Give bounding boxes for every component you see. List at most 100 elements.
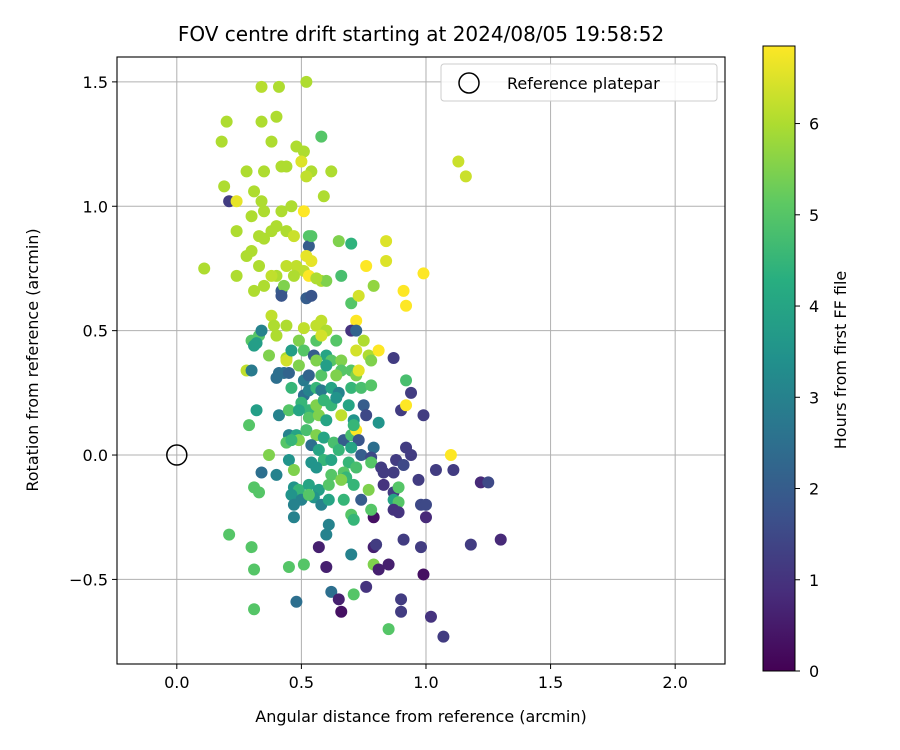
data-point	[315, 314, 328, 327]
data-point	[258, 279, 271, 292]
data-point	[387, 466, 400, 479]
data-point	[330, 369, 343, 382]
data-point	[345, 441, 358, 454]
data-point	[417, 267, 430, 280]
data-point	[297, 205, 310, 218]
data-point	[285, 381, 298, 394]
data-point	[350, 344, 363, 357]
data-point	[265, 269, 278, 282]
x-tick-label: 2.0	[662, 673, 687, 692]
data-point	[392, 506, 405, 519]
data-point	[258, 232, 271, 245]
y-tick-label: 1.5	[83, 73, 108, 92]
data-point	[267, 319, 280, 332]
data-point	[347, 419, 360, 432]
data-point	[395, 593, 408, 606]
data-point	[263, 449, 275, 462]
data-point	[397, 284, 410, 297]
data-point	[370, 538, 383, 551]
y-tick-label: 0.5	[83, 322, 108, 341]
data-point	[405, 449, 418, 462]
data-point	[280, 259, 293, 272]
colorbar-tick-label: 0	[809, 662, 819, 681]
data-point	[300, 170, 313, 183]
data-point	[332, 593, 345, 606]
colorbar-tick-label: 6	[809, 115, 819, 134]
data-point	[248, 185, 261, 198]
data-point	[322, 518, 335, 531]
x-axis-label: Angular distance from reference (arcmin)	[255, 707, 586, 726]
data-point	[253, 259, 266, 272]
data-point	[305, 289, 318, 302]
data-point	[280, 354, 293, 367]
data-point	[272, 80, 285, 93]
data-point	[345, 297, 358, 310]
x-tick-label: 1.5	[538, 673, 563, 692]
data-point	[382, 558, 395, 571]
data-point	[357, 399, 370, 412]
data-point	[332, 235, 345, 248]
data-point	[302, 369, 315, 382]
data-point	[223, 528, 236, 541]
data-point	[315, 369, 328, 382]
data-point	[320, 528, 333, 541]
data-point	[380, 254, 393, 267]
data-point	[245, 245, 258, 258]
data-point	[322, 478, 335, 491]
data-point	[362, 483, 375, 496]
data-point	[447, 463, 460, 476]
data-point	[419, 511, 432, 524]
data-point	[424, 610, 437, 623]
data-point	[417, 409, 430, 422]
data-point	[270, 468, 283, 481]
data-point	[452, 155, 465, 168]
data-point	[275, 160, 288, 173]
data-point	[270, 110, 283, 123]
data-point	[347, 478, 360, 491]
data-point	[365, 503, 378, 516]
plot-frame	[116, 56, 726, 665]
data-point	[372, 416, 385, 429]
data-point	[290, 595, 303, 608]
x-tick-label: 1.0	[413, 673, 438, 692]
data-point	[325, 468, 338, 481]
x-tick-label: 0.5	[289, 673, 314, 692]
colorbar-ticks: 0 1 2 3 4 5 6	[795, 115, 819, 681]
data-point	[282, 560, 295, 573]
colorbar-gradient	[762, 45, 796, 672]
data-point	[310, 354, 323, 367]
data-point	[405, 386, 418, 399]
data-point	[345, 548, 358, 561]
data-point	[287, 511, 300, 524]
data-point	[397, 533, 410, 546]
data-point	[248, 563, 261, 576]
data-point	[243, 419, 256, 432]
data-point	[287, 230, 300, 243]
colorbar-tick-label: 4	[809, 297, 819, 316]
data-point	[332, 444, 345, 457]
axis-ticks: 0.0 0.5 1.0 1.5 2.0 −0.5 0.0 0.5 1.0 1.5	[69, 73, 688, 692]
data-point	[248, 603, 261, 616]
data-point	[459, 170, 472, 183]
data-point	[275, 205, 288, 218]
data-point	[357, 334, 370, 347]
data-point	[297, 322, 310, 335]
data-point	[320, 359, 333, 372]
data-point	[437, 630, 450, 643]
x-tick-label: 0.0	[164, 673, 189, 692]
data-point	[337, 493, 350, 506]
data-point	[248, 339, 261, 352]
data-point	[315, 384, 328, 397]
data-point	[365, 456, 378, 469]
data-point	[417, 568, 430, 581]
data-point	[255, 80, 268, 93]
data-point	[292, 334, 305, 347]
data-point	[312, 541, 325, 554]
data-point	[255, 466, 268, 479]
data-point	[287, 269, 300, 282]
y-tick-label: 1.0	[83, 197, 108, 216]
data-point	[360, 580, 373, 593]
data-point	[255, 195, 268, 208]
data-point	[277, 279, 290, 292]
data-point	[255, 115, 268, 128]
